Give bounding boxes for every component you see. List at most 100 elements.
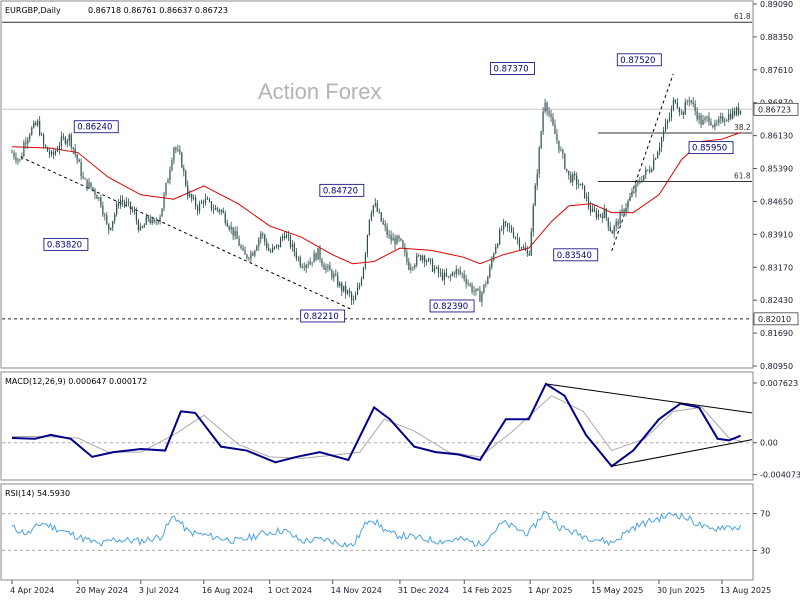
candle-body (66, 140, 68, 144)
candle-body (582, 183, 584, 186)
candle-body (17, 159, 19, 161)
candle-body (356, 287, 359, 295)
candle-body (676, 102, 678, 108)
candle-body (629, 196, 631, 201)
candle-body (291, 243, 293, 247)
candle-body (46, 147, 49, 152)
candle-body (114, 214, 116, 222)
candle-body (112, 221, 114, 228)
candle-body (493, 253, 495, 260)
candle-body (92, 187, 94, 190)
candle-body (380, 212, 382, 222)
candle-body (497, 244, 499, 247)
candle-body (27, 139, 29, 144)
candle-body (441, 272, 444, 281)
candle-body (416, 255, 418, 265)
annotation-label: 0.83540 (557, 251, 592, 261)
candle-body (534, 185, 536, 206)
candle-body (270, 250, 272, 252)
candle-body (674, 99, 676, 103)
candle-body (670, 108, 673, 118)
candle-body (321, 259, 323, 265)
candle-body (737, 107, 740, 114)
candle-body (362, 267, 365, 279)
candle-body (704, 117, 706, 120)
x-tick-label: 1 Apr 2025 (528, 586, 572, 595)
candle-body (311, 262, 313, 263)
candle-body (518, 239, 521, 248)
candle-body (495, 246, 497, 254)
candle-body (698, 115, 700, 120)
candle-body (528, 253, 530, 256)
candle-body (483, 284, 485, 293)
candle-body (522, 247, 524, 249)
candle-body (333, 274, 335, 278)
annotation-label: 0.87370 (493, 64, 528, 74)
candle-body (672, 99, 675, 109)
candle-body (100, 197, 102, 206)
candle-body (358, 284, 361, 288)
candle-body (364, 253, 367, 268)
candle-body (343, 285, 345, 292)
candle-body (447, 276, 449, 278)
candle-body (481, 292, 483, 302)
candle-body (289, 236, 292, 247)
candle-body (568, 170, 570, 176)
macd-title: MACD(12,26,9) 0.000647 0.000172 (5, 377, 147, 386)
candle-body (165, 183, 167, 195)
price-tick-label: 0.83170 (760, 263, 793, 272)
rsi-lines-group (2, 511, 752, 551)
candle-body (633, 192, 635, 193)
candle-body (301, 266, 303, 268)
candle-body (84, 178, 86, 180)
candle-body (583, 185, 586, 199)
candle-body (696, 111, 698, 120)
candle-body (98, 197, 100, 200)
candle-body (349, 290, 351, 293)
candle-body (718, 118, 720, 124)
candle-body (732, 110, 734, 119)
candle-body (191, 194, 193, 199)
candle-body (734, 110, 736, 115)
candle-body (29, 134, 31, 140)
candle-body (204, 198, 207, 204)
candle-body (739, 110, 742, 114)
candle-body (25, 142, 27, 144)
candle-body (404, 247, 406, 253)
candle-body (406, 252, 408, 262)
price-pane: EURGBP,Daily 0.86718 0.86761 0.86637 0.8… (0, 0, 754, 369)
candle-body (347, 290, 349, 294)
rsi-axis: 70 30 (753, 510, 770, 555)
candle-body (564, 154, 566, 169)
candle-body (240, 245, 242, 249)
candle-body (453, 272, 455, 274)
candle-body (449, 275, 451, 277)
candle-body (536, 173, 538, 186)
candle-body (354, 294, 357, 300)
candle-body (572, 173, 574, 183)
candle-body (198, 203, 201, 212)
candle-body (31, 127, 33, 135)
candle-body (226, 222, 228, 227)
candle-body (238, 238, 240, 246)
candle-body (309, 262, 311, 265)
candle-body (153, 219, 155, 222)
candle-body (299, 257, 301, 267)
candles-group (11, 96, 742, 307)
candle-body (127, 201, 130, 203)
candle-body (161, 208, 163, 217)
macd-tick-label: 0.00 (760, 439, 778, 448)
candle-body (76, 154, 78, 160)
macd-line (11, 382, 741, 468)
candle-body (514, 237, 517, 238)
candle-body (325, 267, 327, 270)
candle-body (287, 235, 290, 237)
candle-body (248, 257, 250, 259)
candle-body (331, 270, 333, 278)
candle-body (307, 264, 309, 266)
candle-body (339, 283, 341, 287)
x-tick-label: 31 Dec 2024 (398, 586, 449, 595)
candle-body (250, 253, 252, 259)
candle-body (173, 147, 175, 161)
candle-body (530, 231, 532, 256)
